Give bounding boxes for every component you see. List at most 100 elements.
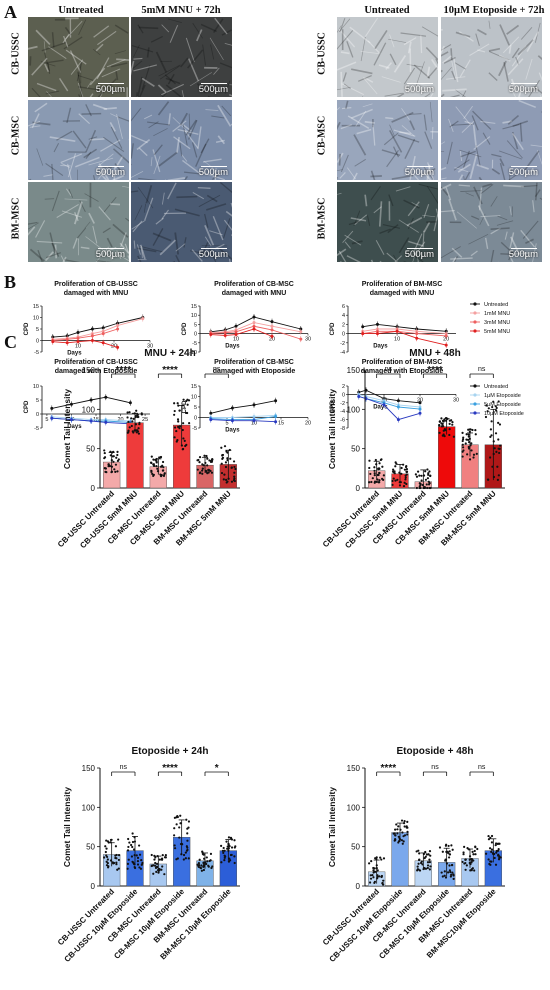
data-dot bbox=[491, 835, 493, 837]
data-dot bbox=[115, 464, 117, 466]
legend-marker bbox=[473, 320, 476, 323]
data-dot bbox=[185, 819, 187, 821]
micrograph-tile: 500µm bbox=[131, 17, 232, 97]
data-dot bbox=[406, 833, 408, 835]
data-dot bbox=[104, 845, 106, 847]
data-dot bbox=[127, 849, 129, 851]
data-dot bbox=[151, 456, 153, 458]
data-dot bbox=[179, 815, 181, 817]
data-dot bbox=[495, 432, 497, 434]
data-dot bbox=[137, 427, 139, 429]
data-dot bbox=[370, 878, 372, 880]
data-dot bbox=[225, 466, 227, 468]
data-dot bbox=[185, 412, 187, 414]
data-dot bbox=[378, 474, 380, 476]
data-dot bbox=[404, 825, 406, 827]
data-dot bbox=[224, 445, 226, 447]
data-dot bbox=[429, 474, 431, 476]
data-dot bbox=[419, 869, 421, 871]
chart-title-line: Proliferation of BM-MSC bbox=[362, 281, 443, 288]
data-dot bbox=[163, 475, 165, 477]
data-dot bbox=[221, 463, 223, 465]
data-point bbox=[361, 325, 364, 328]
data-dot bbox=[393, 833, 395, 835]
data-dot bbox=[420, 475, 422, 477]
y-axis-label: Comet Tail Intensity bbox=[62, 787, 72, 867]
data-dot bbox=[131, 855, 133, 857]
data-dot bbox=[115, 863, 117, 865]
data-dot bbox=[494, 857, 496, 859]
significance-label: **** bbox=[381, 763, 397, 774]
data-dot bbox=[105, 848, 107, 850]
data-dot bbox=[498, 474, 500, 476]
data-dot bbox=[421, 479, 423, 481]
data-dot bbox=[426, 483, 428, 485]
data-dot bbox=[178, 836, 180, 838]
y-tick-label: 5 bbox=[36, 327, 39, 333]
data-dot bbox=[177, 418, 179, 420]
data-dot bbox=[448, 845, 450, 847]
data-dot bbox=[141, 413, 143, 415]
data-dot bbox=[368, 481, 370, 483]
y-tick-label: 4 bbox=[342, 313, 345, 319]
data-dot bbox=[201, 469, 203, 471]
data-dot bbox=[188, 857, 190, 859]
data-dot bbox=[199, 456, 201, 458]
data-dot bbox=[417, 866, 419, 868]
data-dot bbox=[463, 846, 465, 848]
panel-a-micrographs: A Untreated 5mM MNU + 72h Untreated 10µM… bbox=[0, 0, 550, 270]
data-dot bbox=[368, 862, 370, 864]
data-dot bbox=[396, 828, 398, 830]
data-dot bbox=[425, 479, 427, 481]
data-dot bbox=[130, 417, 132, 419]
data-dot bbox=[113, 468, 115, 470]
data-dot bbox=[105, 854, 107, 856]
data-dot bbox=[442, 425, 444, 427]
data-dot bbox=[372, 867, 374, 869]
data-dot bbox=[462, 440, 464, 442]
micrograph-tile: 500µm bbox=[441, 17, 542, 97]
data-dot bbox=[113, 862, 115, 864]
micrograph-tile: 500µm bbox=[28, 100, 129, 180]
data-dot bbox=[231, 466, 233, 468]
significance-label: **** bbox=[116, 365, 132, 376]
data-dot bbox=[203, 869, 205, 871]
data-dot bbox=[153, 858, 155, 860]
data-point bbox=[224, 334, 227, 337]
data-dot bbox=[450, 419, 452, 421]
chart-title: MNU + 48h bbox=[409, 348, 460, 359]
data-dot bbox=[382, 479, 384, 481]
data-dot bbox=[234, 480, 236, 482]
data-point bbox=[396, 330, 399, 333]
chart-title-line: Proliferation of CB-MSC bbox=[214, 281, 294, 288]
legend-marker bbox=[473, 302, 476, 305]
data-dot bbox=[450, 875, 452, 877]
data-dot bbox=[462, 444, 464, 446]
data-dot bbox=[490, 851, 492, 853]
data-dot bbox=[165, 854, 167, 856]
data-dot bbox=[137, 857, 139, 859]
data-dot bbox=[110, 839, 112, 841]
scale-label: 500µm bbox=[509, 249, 538, 260]
data-dot bbox=[131, 846, 133, 848]
data-dot bbox=[152, 458, 154, 460]
data-dot bbox=[176, 815, 178, 817]
data-dot bbox=[391, 480, 393, 482]
data-dot bbox=[105, 851, 107, 853]
data-dot bbox=[403, 822, 405, 824]
data-dot bbox=[491, 406, 493, 408]
data-dot bbox=[427, 853, 429, 855]
data-dot bbox=[197, 865, 199, 867]
data-dot bbox=[468, 436, 470, 438]
data-dot bbox=[156, 866, 158, 868]
data-dot bbox=[439, 421, 441, 423]
data-dot bbox=[223, 478, 225, 480]
data-dot bbox=[136, 429, 138, 431]
data-dot bbox=[137, 863, 139, 865]
data-dot bbox=[499, 423, 501, 425]
data-dot bbox=[469, 428, 471, 430]
data-dot bbox=[497, 843, 499, 845]
data-dot bbox=[396, 479, 398, 481]
